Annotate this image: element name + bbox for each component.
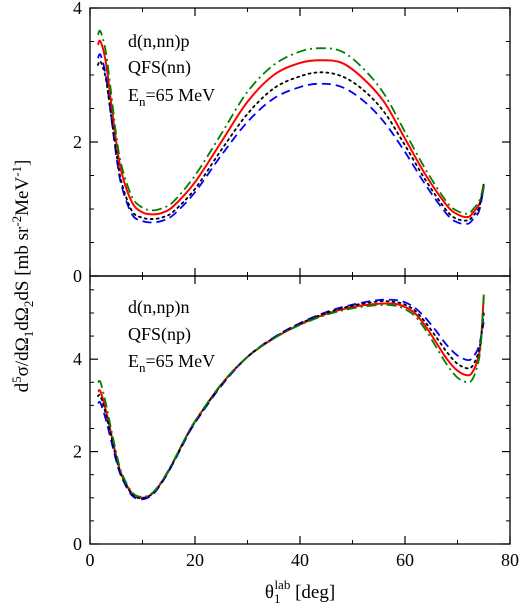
bottom-energy-rest: =65 MeV	[146, 351, 216, 371]
bottom-annotation-qfs: QFS(np)	[128, 324, 191, 345]
top-annotation-qfs: QFS(nn)	[128, 57, 191, 78]
ylabel-suffix: ]	[12, 160, 33, 166]
xlabel-sup: lab	[274, 577, 290, 592]
top-energy-sub: n	[139, 94, 146, 109]
ylabel-main1: σ/dΩ	[12, 337, 33, 376]
x-tick-label: 60	[396, 550, 414, 570]
x-tick-label: 20	[186, 550, 204, 570]
ylabel-sup3: -2	[9, 216, 24, 227]
ylabel-prefix: d	[12, 382, 33, 392]
top-curves	[96, 29, 485, 225]
top-energy-base: E	[128, 85, 139, 105]
top-annotation-energy: En=65 MeV	[128, 85, 215, 109]
bottom-energy-base: E	[128, 351, 139, 371]
ylabel-main4: MeV	[12, 177, 33, 216]
series-curve-dashed	[97, 53, 485, 225]
bottom-x-ticks: 0 20 40 60 80	[86, 276, 519, 570]
ylabel-prefix-sup: 5	[9, 376, 24, 383]
bottom-y-ticks: 0 2 4	[73, 289, 510, 554]
bottom-curves	[96, 294, 485, 501]
bottom-panel: 0 2 4 0 20 40 60 80 d(n,np)n QFS(np) En=65 MeV	[73, 275, 519, 570]
top-y-ticks: 0 2 4	[73, 0, 511, 286]
y-tick-label: 0	[73, 534, 82, 554]
ylabel-sup4: -1	[9, 166, 24, 177]
x-axis-title: θ1lab [deg]	[265, 577, 335, 606]
x-tick-label: 40	[291, 550, 309, 570]
series-curve-solid	[96, 39, 485, 219]
y-tick-label: 2	[73, 442, 82, 462]
ylabel-main3: dS [mb sr	[12, 226, 33, 301]
y-tick-label: 4	[73, 349, 82, 369]
y-tick-label: 0	[73, 266, 82, 286]
ylabel-sub2: 2	[21, 301, 36, 308]
top-panel: 0 2 4 d(n,nn)p QFS(nn) En=65 MeV	[73, 0, 511, 286]
ylabel-sub1: 1	[21, 331, 36, 338]
series-curve-dotted	[96, 300, 485, 500]
ylabel-main2: dΩ	[12, 307, 33, 331]
top-annotation-reaction: d(n,nn)p	[128, 31, 190, 52]
series-curve-dashdot	[97, 29, 485, 215]
xlabel-rest: [deg]	[290, 582, 335, 603]
bottom-annotation-reaction: d(n,np)n	[128, 297, 190, 318]
series-curve-dashed	[97, 298, 485, 501]
top-energy-rest: =65 MeV	[146, 85, 216, 105]
xlabel-sub: 1	[274, 591, 281, 606]
series-curve-dotted	[96, 60, 485, 222]
x-tick-label: 80	[501, 550, 519, 570]
bottom-annotation-energy: En=65 MeV	[128, 351, 215, 375]
xlabel-base: θ	[265, 582, 274, 603]
bottom-energy-sub: n	[139, 360, 146, 375]
y-tick-label: 4	[73, 0, 82, 18]
y-axis-title: d5σ/dΩ1dΩ2dS [mb sr-2MeV-1]	[9, 160, 36, 393]
series-curve-dashdot	[96, 294, 485, 498]
x-tick-label: 0	[86, 550, 95, 570]
y-tick-label: 2	[73, 132, 82, 152]
